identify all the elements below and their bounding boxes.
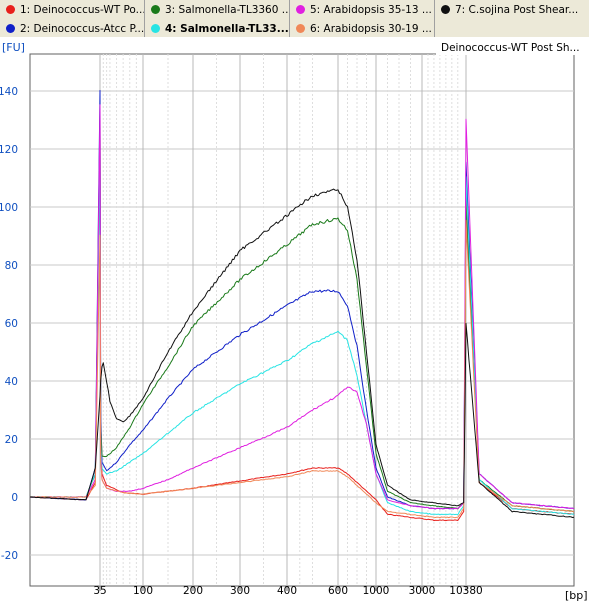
legend-divider — [434, 0, 435, 37]
legend-label: 1: Deinococcus-WT Po... — [20, 4, 144, 16]
y-tick-label: 0 — [11, 492, 18, 504]
legend-label: 7: C.sojina Post Shear... — [455, 4, 579, 16]
sample-legend: 1: Deinococcus-WT Po... 2: Deinococcus-At… — [0, 0, 589, 37]
x-tick-label: 600 — [328, 585, 348, 597]
y-tick-label: 100 — [0, 202, 18, 214]
legend-color-dot — [151, 5, 160, 14]
legend-color-dot — [151, 24, 160, 33]
sample-title: Deinococcus-WT Post Sh... — [441, 42, 580, 54]
electropherogram-chart: -20 0 20 40 60 80 100 120 140 35 100 200 300 400 600 10… — [0, 37, 589, 603]
legend-color-dot — [6, 5, 15, 14]
x-tick-label: 100 — [133, 585, 153, 597]
legend-color-dot — [6, 24, 15, 33]
series-line-4 — [29, 147, 575, 516]
x-tick-label: 1000 — [363, 585, 390, 597]
y-axis-unit-label: [FU] — [2, 41, 25, 54]
y-tick-label: 40 — [5, 376, 18, 388]
series-lines — [29, 90, 575, 522]
legend-item-4[interactable]: 4: Salmonella-TL33... — [145, 20, 289, 38]
legend-item-1[interactable]: 1: Deinococcus-WT Po... — [0, 1, 144, 19]
chart-background — [0, 37, 589, 603]
x-tick-label: 3000 — [409, 585, 436, 597]
legend-item-5[interactable]: 5: Arabidopsis 35-13 ... — [290, 1, 434, 19]
x-tick-label: 35 — [93, 585, 106, 597]
x-tick-label: 10380 — [449, 585, 482, 597]
y-tick-label: 60 — [5, 318, 18, 330]
legend-divider — [144, 0, 145, 37]
legend-item-3[interactable]: 3: Salmonella-TL3360 ... — [145, 1, 289, 19]
legend-label: 5: Arabidopsis 35-13 ... — [310, 4, 432, 16]
legend-item-2[interactable]: 2: Deinococcus-Atcc P... — [0, 20, 144, 38]
y-tick-label: 20 — [5, 434, 18, 446]
y-tick-label: -20 — [1, 550, 18, 562]
x-tick-label: 200 — [183, 585, 203, 597]
legend-item-6[interactable]: 6: Arabidopsis 30-19 ... — [290, 20, 434, 38]
x-tick-label: 400 — [277, 585, 297, 597]
legend-color-dot — [296, 5, 305, 14]
legend-label: 4: Salmonella-TL33... — [165, 23, 289, 35]
x-axis-unit-label: [bp] — [565, 589, 588, 602]
series-line-7 — [29, 188, 575, 518]
y-tick-label: 140 — [0, 86, 18, 98]
legend-label: 6: Arabidopsis 30-19 ... — [310, 23, 432, 35]
grid-lines — [30, 54, 574, 586]
legend-label: 3: Salmonella-TL3360 ... — [165, 4, 289, 16]
legend-color-dot — [296, 24, 305, 33]
y-tick-label: 120 — [0, 144, 18, 156]
legend-divider — [289, 0, 290, 37]
legend-label: 2: Deinococcus-Atcc P... — [20, 23, 144, 35]
plot-frame — [29, 53, 575, 587]
y-tick-label: 80 — [5, 260, 18, 272]
x-tick-label: 300 — [230, 585, 250, 597]
legend-color-dot — [441, 5, 450, 14]
series-line-5 — [29, 104, 575, 510]
sample-title-box — [436, 39, 576, 55]
legend-item-7[interactable]: 7: C.sojina Post Shear... — [435, 1, 579, 19]
axis-ticks: -20 0 20 40 60 80 100 120 140 35 100 200 300 400 600 10… — [0, 86, 483, 597]
